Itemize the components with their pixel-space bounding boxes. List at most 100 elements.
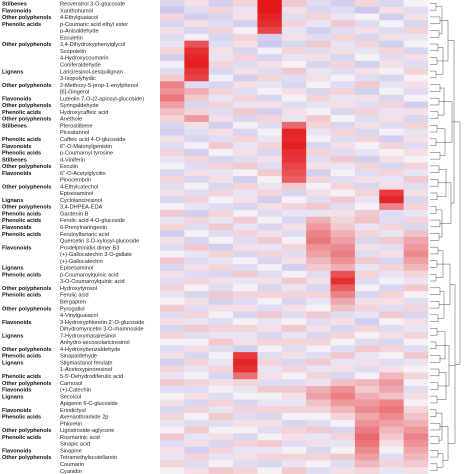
heatmap-cell [330, 27, 356, 35]
heatmap-cell [306, 101, 331, 109]
group-label: Phenolic acids [2, 218, 41, 224]
heatmap-cell [257, 223, 283, 231]
heatmap-cell [403, 196, 429, 204]
heatmap-cell [354, 325, 380, 333]
heatmap-cell [208, 338, 234, 346]
heatmap-cell [281, 88, 307, 96]
heatmap-cell [354, 94, 380, 102]
heatmap-cell [184, 453, 210, 461]
heatmap-cell [257, 453, 283, 461]
row-label: Xanthohumol [60, 8, 93, 14]
heatmap-cell [233, 40, 258, 48]
group-label: Other polyphenols [2, 117, 51, 123]
heatmap-cell [379, 155, 404, 163]
heatmap-cell [184, 379, 210, 387]
heatmap-cell [330, 196, 356, 204]
heatmap-cell [330, 162, 356, 170]
row-label: 4-Vinylguaiacol [60, 313, 98, 319]
heatmap-cell [233, 372, 258, 380]
heatmap-cell [403, 54, 429, 62]
row-label: Pinocembrin [60, 178, 91, 184]
group-label: Phenolic acids [2, 354, 41, 360]
heatmap-cell [233, 467, 258, 474]
heatmap-cell [184, 54, 210, 62]
heatmap-cell [330, 6, 356, 14]
heatmap-cell [233, 162, 258, 170]
heatmap-cell [330, 216, 356, 224]
heatmap-cell [354, 47, 380, 55]
heatmap-cell [330, 399, 356, 407]
heatmap-cell [379, 101, 404, 109]
heatmap-cell [330, 237, 356, 245]
heatmap-cell [184, 318, 210, 326]
heatmap-cell [354, 88, 380, 96]
heatmap-cell [306, 47, 331, 55]
heatmap-cell [379, 237, 404, 245]
group-label: Phenolic acids [2, 374, 41, 380]
heatmap-cell [330, 115, 356, 123]
heatmap-cell [160, 40, 185, 48]
heatmap-cell [257, 372, 283, 380]
group-label: Stilbenes [2, 157, 27, 163]
heatmap-cell [257, 406, 283, 414]
heatmap-cell [208, 223, 234, 231]
group-label: Other polyphenols [2, 428, 51, 434]
heatmap-cell [160, 345, 185, 353]
heatmap-cell [403, 142, 429, 150]
heatmap-cell [330, 60, 356, 69]
heatmap-cell [403, 392, 429, 400]
row-label: 6''-O-Malonylgenistin [60, 144, 112, 150]
heatmap-cell [281, 297, 307, 306]
heatmap-cell [330, 379, 356, 387]
heatmap-cell [403, 108, 429, 116]
heatmap-cell [184, 74, 210, 82]
group-label: Other polyphenols [2, 306, 51, 312]
heatmap-cell [379, 148, 404, 157]
row-label: Eriodictyol [60, 408, 86, 414]
row-label: d-Viniferin [60, 157, 85, 163]
heatmap-cell [184, 413, 210, 421]
heatmap-cell [306, 20, 331, 28]
heatmap-cell [354, 148, 380, 157]
heatmap-cell [281, 94, 307, 102]
heatmap-cell [208, 176, 234, 184]
heatmap-cell [233, 358, 258, 367]
heatmap-cell [184, 270, 210, 278]
heatmap-cell [379, 108, 404, 116]
heatmap-cell [354, 121, 380, 130]
heatmap-cell [379, 54, 404, 62]
heatmap-cell [281, 446, 307, 455]
heatmap-cell [330, 284, 356, 292]
heatmap-cell [160, 257, 185, 265]
heatmap-cell [306, 433, 331, 441]
heatmap-cell [257, 264, 283, 272]
heatmap-cell [306, 230, 331, 238]
heatmap-cell [281, 379, 307, 387]
row-label: Lariciresinol-sesquilignan [60, 69, 123, 75]
heatmap-cell [403, 311, 429, 319]
heatmap-cell [379, 446, 404, 455]
heatmap-cell [184, 101, 210, 109]
heatmap-cell [208, 189, 234, 197]
heatmap-cell [379, 372, 404, 380]
heatmap-cell [160, 20, 185, 28]
heatmap-cell [281, 60, 307, 69]
heatmap-cell [330, 372, 356, 380]
heatmap-cell [233, 460, 258, 468]
heatmap-cell [306, 338, 331, 346]
heatmap-cell [208, 467, 234, 474]
heatmap-cell [160, 399, 185, 407]
heatmap-cell [208, 331, 234, 339]
heatmap-cell [160, 176, 185, 184]
heatmap-cell [403, 385, 429, 394]
heatmap-cell [208, 372, 234, 380]
heatmap-cell [208, 379, 234, 387]
heatmap-cell [233, 13, 258, 21]
group-label: Phenolic acids [2, 415, 41, 421]
heatmap-cell [257, 74, 283, 82]
row-label: Phloretin [60, 421, 82, 427]
heatmap-cell [257, 169, 283, 177]
heatmap-cell [330, 88, 356, 96]
heatmap-cell [281, 142, 307, 150]
heatmap-cell [354, 318, 380, 326]
